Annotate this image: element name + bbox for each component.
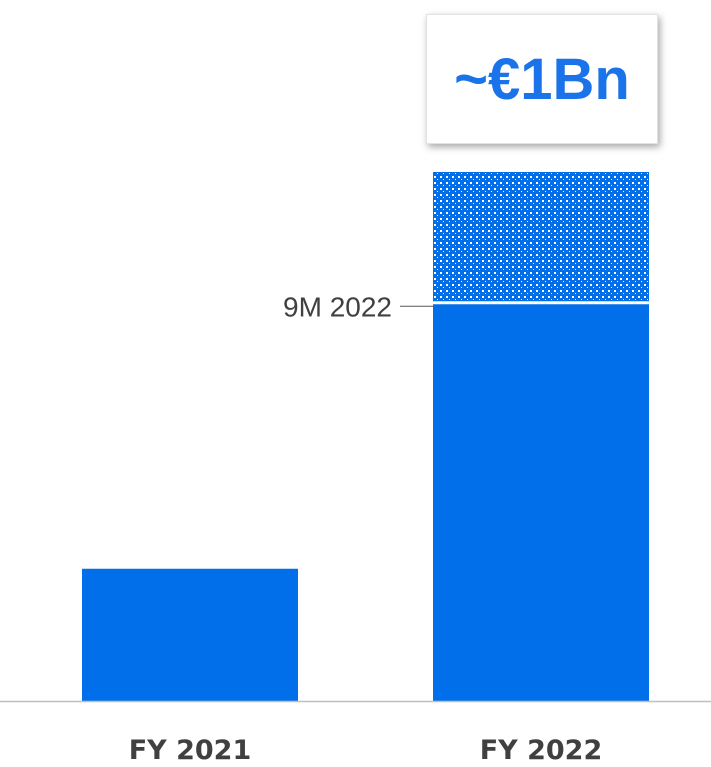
x-tick-labels: FY 2021 FY 2022	[129, 735, 603, 766]
bar-fy-2022-actual	[433, 304, 649, 701]
bar-fy-2022-projection	[433, 172, 649, 302]
total-callout-label: ~€1Bn	[454, 46, 630, 112]
total-callout-box: ~€1Bn	[426, 14, 658, 144]
segment-label: 9M 2022	[283, 291, 392, 322]
bars-group	[82, 172, 649, 701]
x-tick-label: FY 2021	[129, 735, 252, 766]
x-tick-label: FY 2022	[480, 735, 603, 766]
bar-fy-2021-actual	[82, 568, 298, 701]
